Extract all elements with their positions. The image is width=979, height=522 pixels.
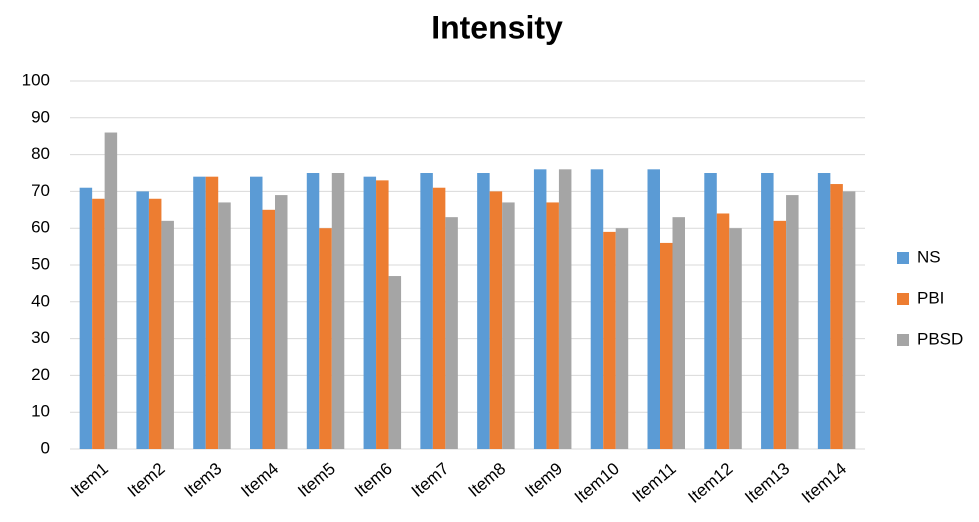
y-tick-label: 60	[31, 218, 50, 237]
bar	[262, 209, 275, 449]
x-tick-label: Item1	[67, 459, 112, 501]
bar	[502, 202, 515, 449]
x-tick-label: Item14	[798, 459, 850, 507]
bar	[842, 191, 856, 449]
bar	[136, 191, 149, 449]
legend-swatch	[897, 252, 909, 264]
bar	[161, 220, 174, 449]
x-tick-label: Item3	[181, 459, 226, 501]
bar	[250, 176, 263, 449]
bar	[647, 169, 660, 449]
bar	[761, 173, 774, 449]
bar	[672, 217, 685, 449]
y-tick-label: 80	[31, 144, 50, 163]
x-tick-label: Item4	[237, 459, 282, 501]
x-tick-label: Item10	[571, 459, 623, 507]
legend-swatch	[897, 334, 909, 346]
bar	[306, 173, 320, 449]
bar	[275, 195, 288, 449]
x-tick-label: Item9	[521, 459, 566, 501]
x-tick-label: Item2	[124, 459, 169, 501]
bar	[79, 187, 93, 449]
y-tick-label: 70	[31, 181, 50, 200]
legend-label: PBI	[917, 288, 944, 307]
y-tick-label: 20	[31, 365, 50, 384]
bar	[546, 202, 559, 449]
x-tick-label: Item5	[294, 459, 339, 501]
bar	[489, 191, 503, 449]
y-tick-label: 40	[31, 291, 50, 310]
bar	[533, 169, 547, 449]
y-tick-label: 0	[41, 438, 50, 457]
bar	[660, 242, 673, 449]
x-tick-label: Item11	[629, 459, 680, 506]
x-tick-label: Item8	[465, 459, 510, 501]
chart-title: Intensity	[431, 9, 563, 45]
x-tick-label: Item7	[408, 459, 453, 501]
y-tick-label: 90	[31, 107, 50, 126]
legend-label: PBSD	[917, 329, 963, 348]
x-tick-label: Item13	[741, 459, 793, 507]
bar	[704, 173, 717, 449]
bar	[363, 176, 377, 449]
bar	[148, 198, 162, 449]
bar	[420, 173, 433, 449]
bar	[590, 169, 604, 449]
bar	[830, 184, 843, 450]
y-tick-label: 50	[31, 254, 50, 273]
bar	[786, 195, 799, 449]
bar	[729, 228, 742, 449]
bar	[218, 202, 231, 449]
x-tick-label: Item12	[684, 459, 736, 507]
y-tick-label: 10	[31, 402, 50, 421]
bar	[603, 231, 616, 449]
bar	[331, 173, 345, 449]
bar	[615, 228, 629, 449]
bar	[477, 173, 490, 449]
y-tick-label: 100	[22, 70, 50, 89]
bar	[92, 198, 105, 449]
bar	[193, 176, 206, 449]
bar	[104, 132, 118, 449]
legend-swatch	[897, 293, 909, 305]
bar	[716, 213, 730, 449]
bar	[432, 187, 446, 449]
bar	[205, 176, 219, 449]
bar	[558, 169, 572, 449]
bar	[817, 173, 831, 449]
bar	[445, 217, 458, 449]
bar	[376, 180, 389, 450]
bar	[773, 220, 787, 449]
bar	[388, 276, 402, 449]
legend-label: NS	[917, 247, 941, 266]
x-tick-label: Item6	[351, 459, 396, 501]
bar	[319, 228, 332, 449]
y-tick-label: 30	[31, 328, 50, 347]
